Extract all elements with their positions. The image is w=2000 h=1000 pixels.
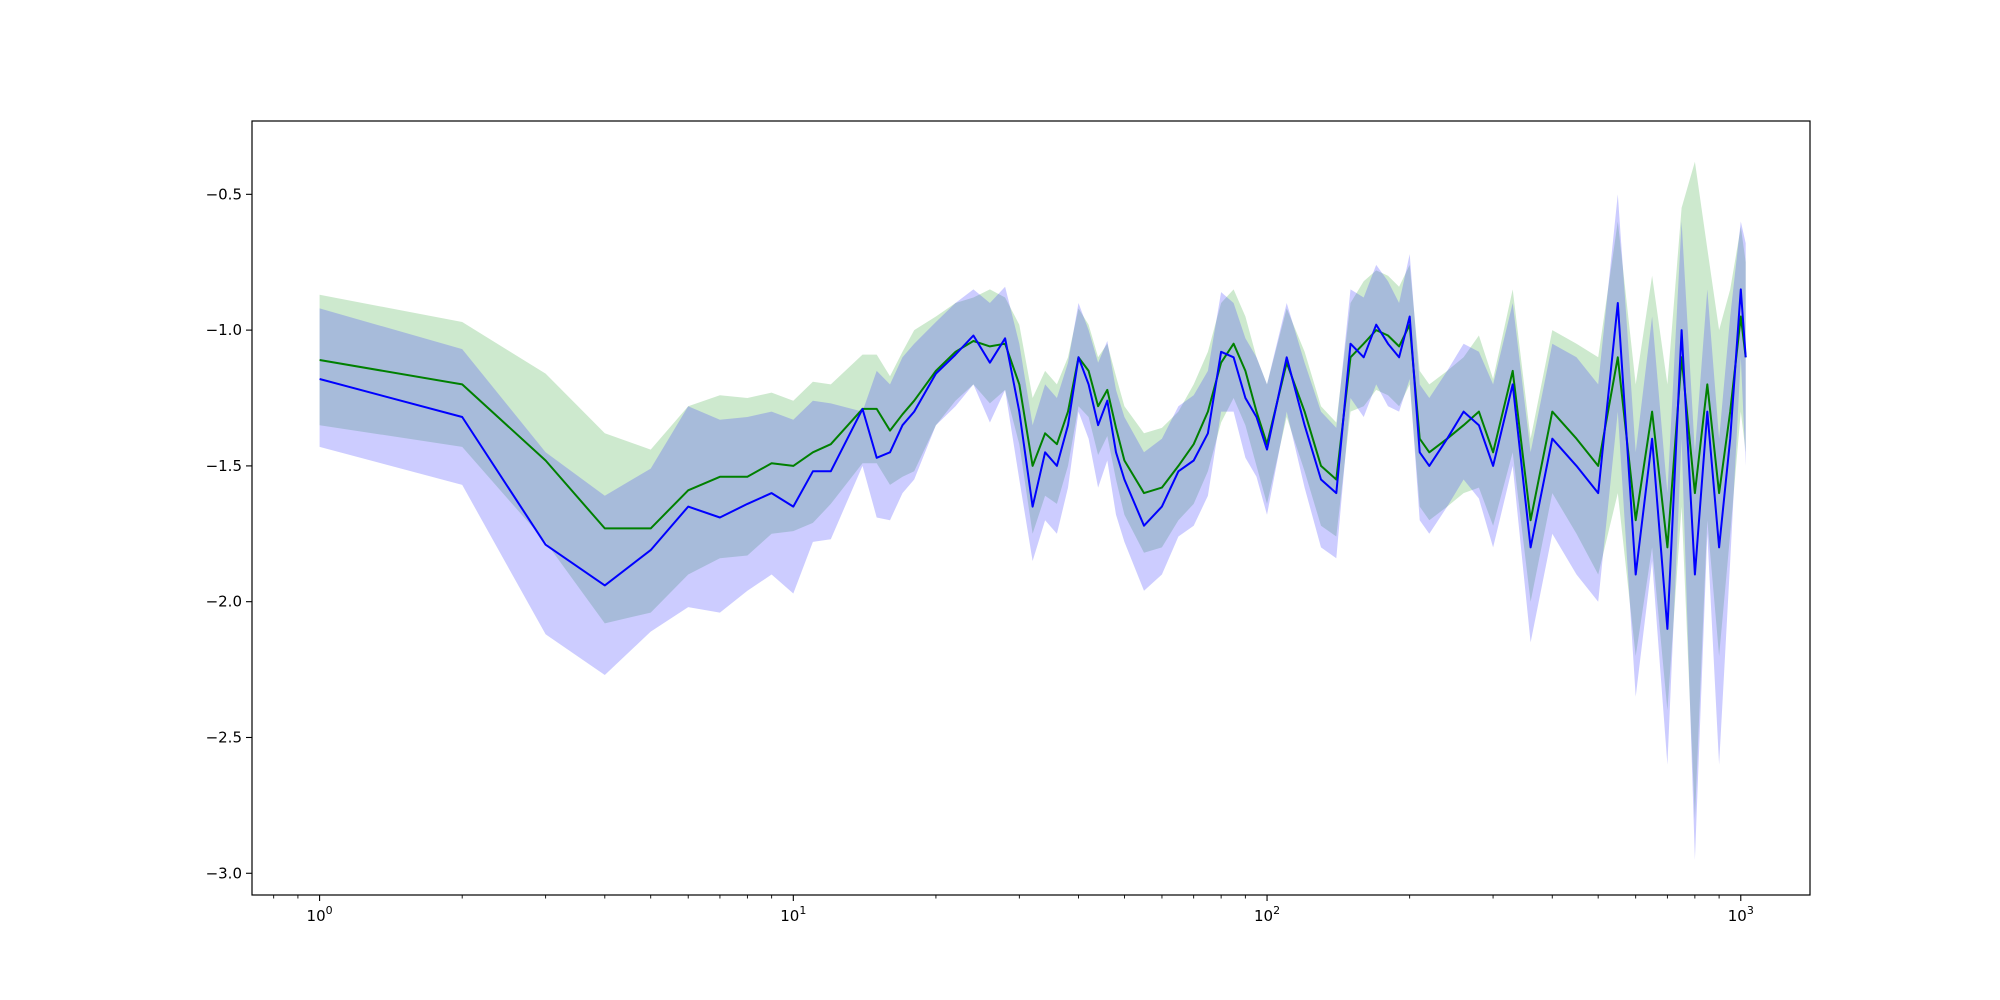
x-axis-ticks: 100 101 102 103	[273, 895, 1754, 925]
series-lines	[319, 288, 1747, 630]
y-tick-label: −0.5	[206, 185, 242, 203]
x-tick-label: 101	[780, 904, 806, 925]
y-tick-label: −2.5	[206, 728, 242, 746]
x-tick-label: 102	[1254, 904, 1280, 925]
series-0-line	[319, 315, 1747, 549]
y-tick-label: −3.0	[206, 864, 242, 882]
series-1-line	[319, 288, 1747, 630]
series-0-band	[319, 161, 1746, 819]
y-tick-label: −1.5	[206, 457, 242, 475]
confidence-bands	[319, 161, 1746, 860]
y-tick-label: −2.0	[206, 593, 242, 611]
y-tick-label: −1.0	[206, 321, 242, 339]
y-axis-ticks: −0.5 −1.0 −1.5 −2.0 −2.5 −3.0	[206, 185, 252, 882]
x-tick-label: 103	[1728, 904, 1754, 925]
plot-area-frame	[251, 120, 1811, 896]
series-1-band	[319, 194, 1746, 860]
x-tick-label: 100	[307, 904, 333, 925]
